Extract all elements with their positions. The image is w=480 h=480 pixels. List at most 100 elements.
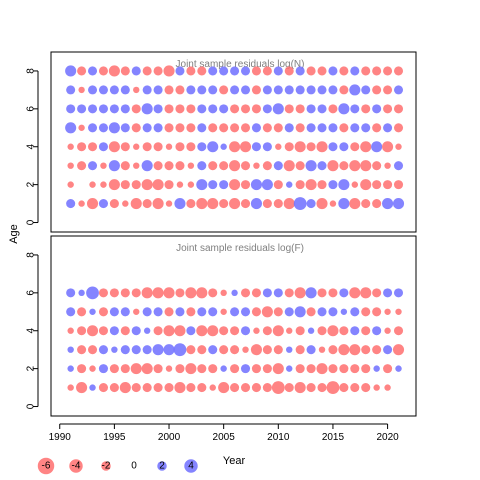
residual-bubble — [284, 307, 294, 317]
residual-bubble — [77, 364, 87, 374]
residual-bubble — [372, 66, 382, 76]
residual-bubble — [295, 161, 305, 171]
residual-bubble — [120, 66, 130, 76]
residual-bubble — [230, 345, 240, 355]
residual-bubble — [328, 85, 338, 95]
residual-bubble — [119, 382, 131, 394]
residual-bubble — [253, 327, 260, 334]
residual-bubble — [219, 85, 229, 95]
y-tick-label: 8 — [26, 68, 37, 74]
residual-bubble — [98, 66, 108, 76]
residual-bubble — [317, 104, 327, 114]
residual-bubble — [360, 141, 372, 153]
residual-bubble — [361, 345, 371, 355]
residual-bubble — [240, 199, 251, 209]
residual-bubble — [328, 345, 338, 355]
residual-bubble — [349, 160, 361, 172]
residual-bubble — [187, 181, 195, 188]
residual-bubble — [293, 197, 307, 210]
residual-bubble — [328, 142, 338, 152]
residual-bubble — [196, 179, 208, 191]
residual-bubble — [209, 384, 216, 391]
size-legend: -6 -4 -2 0 2 4 — [37, 457, 198, 475]
residual-bubble — [384, 384, 391, 391]
residual-bubble — [284, 288, 294, 298]
residual-bubble — [339, 383, 349, 393]
residual-bubble — [152, 198, 164, 210]
residual-bubble — [109, 199, 119, 209]
residual-bubble — [86, 198, 99, 210]
residual-bubble — [361, 85, 371, 95]
residual-bubble — [350, 104, 360, 114]
residual-bubble — [66, 104, 76, 114]
residual-bubble — [197, 85, 207, 95]
residual-bubble — [253, 162, 260, 169]
legend-label: -2 — [102, 461, 111, 472]
residual-bubble — [295, 364, 305, 374]
residual-bubble — [174, 198, 186, 210]
residual-bubble — [275, 143, 282, 150]
residual-bubble — [350, 307, 360, 317]
residual-bubble — [384, 327, 391, 334]
residual-bubble — [197, 123, 207, 133]
residual-bubble — [393, 288, 404, 298]
x-axis-title: Year — [223, 455, 246, 467]
y-tick-label: 2 — [26, 181, 37, 187]
x-tick-label: 2015 — [322, 432, 345, 443]
residual-bubble — [100, 162, 107, 169]
residual-bubble — [328, 364, 338, 374]
residual-bubble — [208, 288, 218, 298]
residual-bubble — [262, 66, 272, 76]
residual-bubble — [229, 198, 241, 210]
residual-bubble — [141, 179, 153, 191]
residual-bubble — [361, 383, 371, 393]
x-tick-label: 1995 — [103, 432, 126, 443]
residual-bubble — [163, 325, 175, 337]
residual-bubble — [208, 345, 218, 355]
residual-bubble — [186, 123, 196, 133]
residual-bubble — [373, 365, 380, 372]
residual-bubble — [207, 198, 219, 210]
residual-bubble — [382, 141, 394, 153]
residual-bubble — [271, 381, 285, 394]
legend-bubble — [184, 459, 198, 473]
y-tick-label: 4 — [26, 144, 37, 150]
residual-bubble — [383, 364, 393, 374]
residual-bubble — [185, 287, 197, 299]
residual-bubble — [372, 123, 382, 133]
y-tick-label: 0 — [26, 403, 37, 409]
residual-bubble — [306, 142, 316, 152]
residual-bubble — [65, 65, 77, 77]
residual-bubble — [142, 383, 152, 393]
residual-bubble — [153, 85, 163, 95]
residual-bubble — [317, 180, 327, 190]
residual-bubble — [131, 326, 141, 336]
residual-bubble — [306, 123, 316, 133]
residual-bubble — [262, 345, 272, 355]
residual-bubble — [98, 104, 108, 114]
residual-bubble — [286, 346, 293, 353]
residual-bubble — [208, 104, 218, 114]
residual-bubble — [251, 383, 261, 393]
residual-bubble — [98, 142, 108, 152]
residual-bubble — [229, 141, 241, 153]
residual-bubble — [383, 85, 393, 95]
residual-bubble — [306, 383, 316, 393]
residual-bubble — [176, 181, 184, 188]
residual-bubble — [186, 383, 196, 393]
residual-bubble — [175, 123, 185, 133]
residual-bubble — [78, 124, 85, 131]
residual-bubble — [240, 104, 251, 114]
residual-bubble — [67, 327, 74, 334]
x-tick-label: 2000 — [158, 432, 181, 443]
residual-bubble — [133, 162, 140, 169]
residual-bubble — [66, 199, 76, 209]
residual-bubble — [208, 364, 218, 374]
residual-bubble — [131, 288, 141, 298]
residual-bubble — [328, 288, 338, 298]
residual-bubble — [219, 199, 229, 209]
residual-bubble — [141, 160, 153, 172]
residual-bubble — [120, 364, 130, 374]
residual-bubble — [174, 382, 186, 394]
residual-bubble — [351, 181, 359, 188]
